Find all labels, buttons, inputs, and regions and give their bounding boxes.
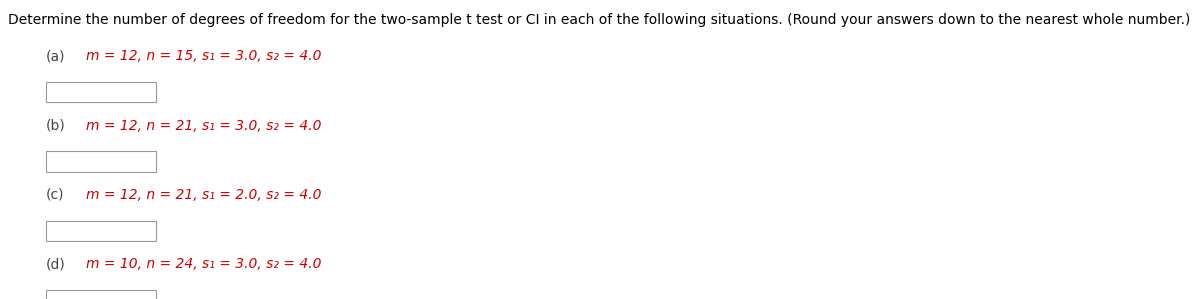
Text: Determine the number of degrees of freedom for the two-sample t test or CI in ea: Determine the number of degrees of freed… xyxy=(8,13,1190,28)
FancyBboxPatch shape xyxy=(46,151,156,172)
Text: (c): (c) xyxy=(46,188,64,202)
Text: m = 10, n = 24, s₁ = 3.0, s₂ = 4.0: m = 10, n = 24, s₁ = 3.0, s₂ = 4.0 xyxy=(86,257,322,271)
Text: m = 12, n = 21, s₁ = 2.0, s₂ = 4.0: m = 12, n = 21, s₁ = 2.0, s₂ = 4.0 xyxy=(86,188,322,202)
Text: (d): (d) xyxy=(46,257,65,271)
FancyBboxPatch shape xyxy=(46,221,156,241)
Text: m = 12, n = 15, s₁ = 3.0, s₂ = 4.0: m = 12, n = 15, s₁ = 3.0, s₂ = 4.0 xyxy=(86,49,322,63)
Text: m = 12, n = 21, s₁ = 3.0, s₂ = 4.0: m = 12, n = 21, s₁ = 3.0, s₂ = 4.0 xyxy=(86,119,322,132)
FancyBboxPatch shape xyxy=(46,290,156,299)
Text: (b): (b) xyxy=(46,119,65,132)
FancyBboxPatch shape xyxy=(46,82,156,102)
Text: (a): (a) xyxy=(46,49,65,63)
